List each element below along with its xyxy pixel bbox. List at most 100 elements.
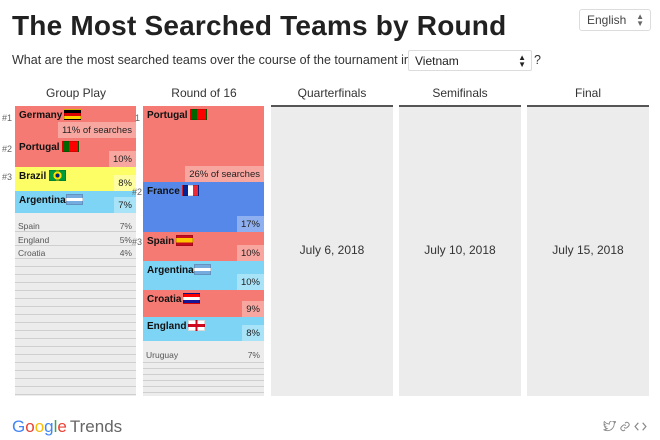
portugal-flag-icon xyxy=(190,109,207,120)
minor-team-percent: 7% xyxy=(119,221,132,231)
bar-france[interactable]: France 17% xyxy=(143,182,264,232)
row-divider xyxy=(15,298,136,299)
bar-portugal[interactable]: Portugal 26% of searches xyxy=(143,106,264,182)
team-percent: 10% xyxy=(236,274,264,290)
team-percent: 9% xyxy=(242,301,264,317)
bar-germany[interactable]: Germany 11% of searches xyxy=(15,106,136,138)
column-divider xyxy=(399,105,521,107)
page-title: The Most Searched Teams by Round xyxy=(12,10,507,41)
rank-label: #2 xyxy=(2,144,13,154)
row-divider xyxy=(15,245,136,246)
group-play-panel: Germany 11% of searches Portugal 10% Bra… xyxy=(15,106,136,396)
column-divider xyxy=(271,105,393,107)
quarterfinals-panel xyxy=(271,107,393,396)
germany-flag-icon xyxy=(64,109,81,120)
row-divider xyxy=(143,386,264,387)
spain-flag-icon xyxy=(176,235,193,246)
team-percent: 8% xyxy=(242,325,264,341)
brazil-flag-icon xyxy=(49,170,66,181)
country-select-value: Vietnam xyxy=(415,54,459,68)
team-name: Portugal xyxy=(147,110,188,121)
minor-team-name: Uruguay xyxy=(146,350,179,360)
google-logo-text: Google xyxy=(12,417,67,436)
bar-brazil[interactable]: Brazil 8% xyxy=(15,167,136,191)
team-name: Portugal xyxy=(19,142,60,153)
portugal-flag-icon xyxy=(62,141,79,152)
bar-portugal[interactable]: Portugal 10% xyxy=(15,138,136,167)
bar-england[interactable]: England 8% xyxy=(143,317,264,341)
team-percent: 17% xyxy=(236,216,264,232)
croatia-flag-icon xyxy=(183,293,200,304)
team-name: England xyxy=(147,321,187,332)
final-date: July 15, 2018 xyxy=(552,243,624,257)
semifinals-panel xyxy=(399,107,521,396)
row-divider xyxy=(15,378,136,379)
minor-team-name: England xyxy=(18,235,50,245)
row-divider xyxy=(15,394,136,395)
rank-label: #3 xyxy=(2,172,13,182)
row-divider xyxy=(15,354,136,355)
france-flag-icon xyxy=(182,185,199,196)
final-panel xyxy=(527,107,649,396)
team-name: Argentina xyxy=(147,265,194,276)
team-percent: 8% xyxy=(114,175,136,191)
question-text: What are the most searched teams over th… xyxy=(12,53,411,67)
team-name: Croatia xyxy=(147,294,182,305)
team-percent: 26% of searches xyxy=(185,166,264,182)
row-divider xyxy=(15,266,136,267)
row-divider xyxy=(143,392,264,393)
column-header-group-play: Group Play xyxy=(45,86,107,100)
row-divider xyxy=(15,231,136,232)
row-divider xyxy=(15,338,136,339)
row-divider xyxy=(15,306,136,307)
minor-team-percent: 7% xyxy=(247,350,260,360)
column-header-quarterfinals: Quarterfinals xyxy=(297,86,367,100)
team-name: Argentina xyxy=(19,195,66,206)
bar-argentina[interactable]: Argentina 10% xyxy=(143,261,264,290)
team-percent: 7% xyxy=(114,197,136,213)
share-icons xyxy=(603,420,647,435)
bar-spain[interactable]: Spain 10% xyxy=(143,232,264,261)
bar-argentina[interactable]: Argentina 7% xyxy=(15,191,136,213)
row-divider xyxy=(15,322,136,323)
quarterfinals-date: July 6, 2018 xyxy=(299,243,365,257)
language-select[interactable]: English ▲ ▼ xyxy=(579,9,651,31)
row-divider xyxy=(15,370,136,371)
row-divider xyxy=(15,290,136,291)
round-of-16-panel: Portugal 26% of searches France 17% Spai… xyxy=(143,106,264,396)
row-divider xyxy=(15,346,136,347)
argentina-flag-icon xyxy=(194,264,211,275)
england-flag-icon xyxy=(188,320,205,331)
select-arrows-icon: ▲ ▼ xyxy=(518,53,526,69)
row-divider xyxy=(15,282,136,283)
row-divider xyxy=(15,386,136,387)
embed-icon[interactable] xyxy=(634,422,647,435)
row-divider xyxy=(15,362,136,363)
row-divider xyxy=(15,258,136,259)
rank-label: #2 xyxy=(132,187,143,197)
team-percent: 10% xyxy=(108,151,136,167)
rank-label: #1 xyxy=(2,113,13,123)
row-divider xyxy=(143,368,264,369)
argentina-flag-icon xyxy=(66,194,83,205)
minor-team-name: Croatia xyxy=(18,248,46,258)
google-trends-logo: Google Trends xyxy=(12,417,122,437)
twitter-icon[interactable] xyxy=(603,420,619,435)
minor-team-percent: 5% xyxy=(119,235,132,245)
bar-croatia[interactable]: Croatia 9% xyxy=(143,290,264,317)
language-select-value: English xyxy=(587,13,627,27)
trends-logo-text: Trends xyxy=(69,417,123,436)
link-icon[interactable] xyxy=(619,421,634,435)
team-name: Brazil xyxy=(19,171,47,182)
team-percent: 10% xyxy=(236,245,264,261)
row-divider xyxy=(15,314,136,315)
rank-label: #3 xyxy=(132,237,143,247)
row-divider xyxy=(15,274,136,275)
team-name: Germany xyxy=(19,110,63,121)
team-percent: 11% of searches xyxy=(57,122,136,138)
row-divider xyxy=(143,362,264,363)
rank-label: 1 xyxy=(135,113,141,123)
minor-team-name: Spain xyxy=(18,221,40,231)
country-select[interactable]: Vietnam ▲ ▼ xyxy=(408,50,532,71)
semifinals-date: July 10, 2018 xyxy=(424,243,496,257)
